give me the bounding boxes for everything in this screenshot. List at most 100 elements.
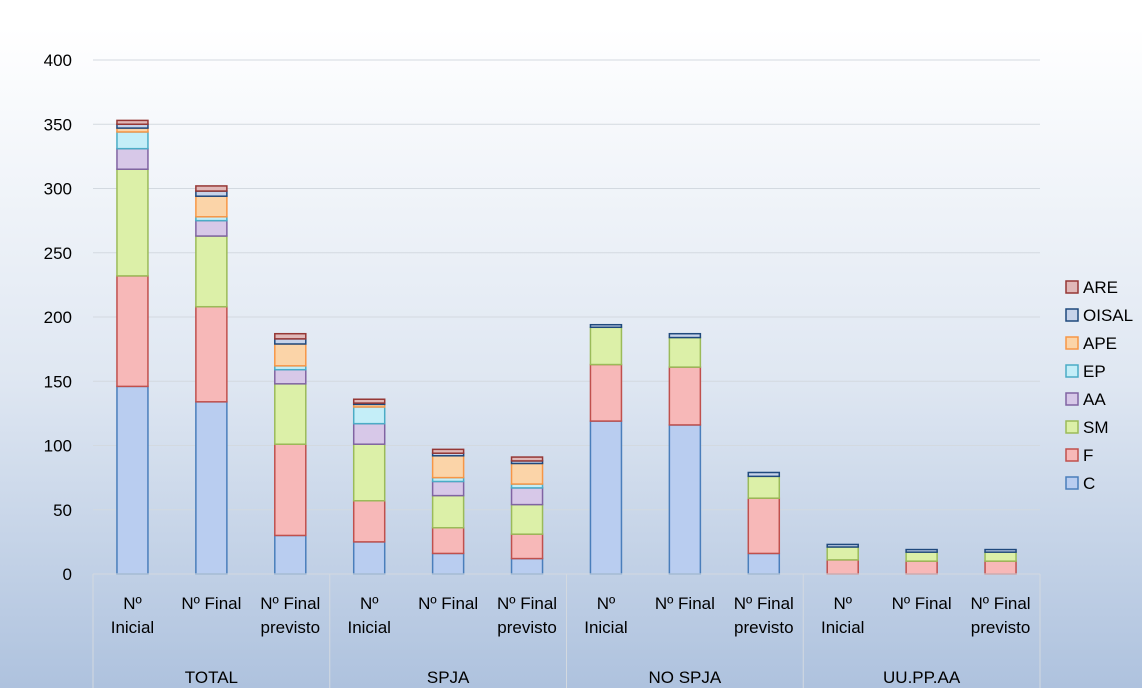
- bar-segment-ep: [352, 406, 386, 425]
- bar-segment-oisal: [984, 548, 1017, 553]
- legend-label: SM: [1083, 418, 1109, 437]
- bar-segment-f: [826, 559, 859, 575]
- legend-swatch: [1065, 448, 1079, 462]
- x-category-label-line: Nº: [360, 594, 379, 613]
- y-tick-label: 250: [44, 244, 72, 263]
- legend-item: APE: [1065, 334, 1117, 353]
- x-category-label: Nº Final: [418, 594, 478, 613]
- x-category-label-line: Nº Final: [418, 594, 478, 613]
- gridlines: [93, 59, 1040, 575]
- bar-segment-ape: [510, 462, 544, 485]
- x-category-label-line: Nº Final: [655, 594, 715, 613]
- bar-segment-sm: [195, 235, 228, 308]
- x-category-label: Nº Final previsto: [734, 594, 794, 637]
- y-tick-label: 350: [44, 115, 72, 134]
- legend-label: F: [1083, 446, 1093, 465]
- bar-segment-f: [116, 275, 149, 388]
- y-axis: 0 50 100 150 200 250 300 350 400: [44, 51, 72, 584]
- bar-segment-c: [589, 420, 623, 575]
- legend-swatch: [1065, 364, 1079, 378]
- legend-swatch: [1065, 420, 1079, 434]
- x-category-label: Nº Final: [181, 594, 241, 613]
- legend-swatch: [1065, 308, 1079, 322]
- bar-segment-oisal: [826, 543, 859, 548]
- x-category-label-line: Nº Final: [260, 594, 320, 613]
- bar-segment-oisal: [589, 323, 623, 329]
- bar-segment-aa: [510, 487, 544, 506]
- bar-segment-sm: [984, 551, 1017, 562]
- bar-segment-oisal: [905, 548, 938, 553]
- bar-segment-sm: [116, 168, 149, 277]
- bar-segment-are: [116, 119, 149, 125]
- x-category-label: Nº Final: [892, 594, 952, 613]
- x-category-label-line: Nº Final: [971, 594, 1031, 613]
- bar-segment-c: [431, 552, 465, 575]
- bar-segment-f: [195, 305, 228, 403]
- x-group-label: UU.PP.AA: [883, 668, 961, 687]
- x-category-label: Nº Final previsto: [971, 594, 1031, 637]
- bar-segment-sm: [431, 494, 465, 529]
- bar-segment-f: [984, 560, 1017, 575]
- x-axis: Nº Inicial Nº Final Nº Final previsto Nº Inici…: [92, 573, 1041, 688]
- bar-segment-sm: [352, 443, 386, 502]
- legend-swatch: [1065, 392, 1079, 406]
- bars: [116, 119, 1017, 575]
- y-tick-label: 300: [44, 180, 72, 199]
- x-category-label: Nº Final previsto: [260, 594, 320, 637]
- x-group-label: TOTAL: [185, 668, 238, 687]
- x-category-label-line: Nº: [123, 594, 142, 613]
- bar-segment-f: [352, 500, 386, 543]
- bar-segment-ape: [195, 195, 228, 218]
- bar-segment-are: [510, 456, 544, 462]
- y-tick-label: 100: [44, 437, 72, 456]
- legend-swatch: [1065, 476, 1079, 490]
- legend-item: C: [1065, 474, 1095, 493]
- x-category-label-line: previsto: [734, 618, 794, 637]
- x-category-label: Nº Inicial: [584, 594, 627, 637]
- x-category-label: Nº Final previsto: [497, 594, 557, 637]
- bar-segment-are: [352, 398, 386, 404]
- bar-segment-oisal: [747, 471, 781, 478]
- x-category-label-line: Nº: [597, 594, 616, 613]
- bar-segment-f: [668, 366, 702, 426]
- legend-label: APE: [1083, 334, 1117, 353]
- bar-segment-f: [274, 443, 307, 537]
- y-tick-label: 150: [44, 372, 72, 391]
- bar-segment-c: [747, 552, 781, 575]
- legend-swatch: [1065, 336, 1079, 350]
- x-category-label-line: Nº Final: [181, 594, 241, 613]
- bar-segment-aa: [274, 368, 307, 385]
- x-category-label: Nº Inicial: [821, 594, 864, 637]
- x-group-label: NO SPJA: [649, 668, 722, 687]
- x-category-label-line: Nº: [833, 594, 852, 613]
- x-category-label-line: Nº Final: [497, 594, 557, 613]
- bar-segment-sm: [274, 383, 307, 445]
- bar-segment-f: [431, 526, 465, 555]
- bar-segment-are: [431, 448, 465, 454]
- bar-segment-sm: [905, 551, 938, 562]
- y-tick-label: 200: [44, 308, 72, 327]
- x-category-label-line: Nº Final: [892, 594, 952, 613]
- x-category-label-line: Inicial: [347, 618, 390, 637]
- legend-swatch: [1065, 280, 1079, 294]
- legend-item: F: [1065, 446, 1093, 465]
- bar-segment-ep: [116, 131, 149, 150]
- bar-segment-c: [274, 534, 307, 575]
- bar-segment-c: [510, 557, 544, 575]
- bar-segment-sm: [510, 503, 544, 535]
- y-tick-label: 50: [53, 501, 72, 520]
- bar-segment-are: [195, 185, 228, 192]
- y-tick-label: 400: [44, 51, 72, 70]
- legend-item: EP: [1065, 362, 1106, 381]
- bar-segment-are: [274, 332, 307, 340]
- bar-segment-ape: [431, 455, 465, 479]
- bar-segment-sm: [668, 336, 702, 368]
- bar-segment-c: [116, 385, 149, 575]
- y-tick-label: 0: [63, 565, 72, 584]
- bar-segment-c: [668, 424, 702, 575]
- legend-item: OISAL: [1065, 306, 1133, 325]
- x-category-label-line: Inicial: [821, 618, 864, 637]
- bar-segment-aa: [195, 219, 228, 237]
